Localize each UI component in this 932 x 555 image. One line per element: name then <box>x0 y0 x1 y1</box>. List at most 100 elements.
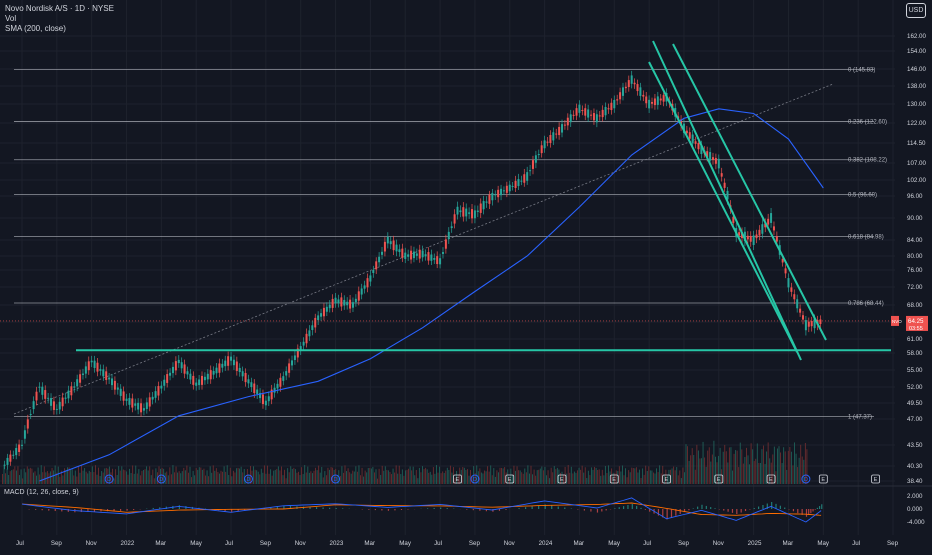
candle-body <box>140 403 142 412</box>
volume-bar <box>541 467 542 484</box>
candle-body <box>4 465 6 466</box>
macd-axis-tick: 0.000 <box>907 506 923 513</box>
macd-histogram-bar <box>505 509 506 510</box>
volume-bar <box>22 478 23 484</box>
volume-bar <box>219 474 220 484</box>
volume-bar <box>428 473 429 484</box>
candle-body <box>645 97 647 104</box>
sma-label[interactable]: SMA (200, close) <box>5 24 114 34</box>
volume-bar <box>138 469 139 484</box>
price-axis-tick: 138.00 <box>907 83 926 90</box>
candle-body <box>24 430 26 438</box>
macd-label[interactable]: MACD (12, 26, close, 9) <box>4 489 79 496</box>
volume-bar <box>24 469 25 484</box>
candle-body <box>326 307 328 312</box>
candle-body <box>602 110 604 117</box>
volume-bar <box>120 471 121 484</box>
volume-bar <box>492 475 493 484</box>
earnings-marker-label: E <box>456 477 460 483</box>
candle-body <box>570 114 572 122</box>
volume-bar <box>737 451 738 484</box>
candle-body <box>276 384 278 389</box>
candle-body <box>317 315 319 320</box>
volume-bar <box>128 475 129 484</box>
macd-histogram-bar <box>693 508 694 509</box>
candle-body <box>712 157 714 160</box>
volume-bar <box>343 473 344 484</box>
volume-bar <box>31 469 32 484</box>
volume-bar <box>628 470 629 484</box>
volume-label[interactable]: Vol <box>5 14 114 24</box>
volume-bar <box>121 466 122 484</box>
channel-line-inner-left[interactable] <box>649 62 797 352</box>
candle-body <box>343 300 345 306</box>
candle-body <box>396 245 398 252</box>
macd-histogram-bar <box>525 507 526 509</box>
volume-bar <box>301 467 302 484</box>
candle-body <box>819 319 821 324</box>
candle-body <box>346 302 348 305</box>
candle-body <box>53 401 55 410</box>
volume-bar <box>30 468 31 484</box>
volume-bar <box>191 477 192 484</box>
volume-bar <box>752 449 753 484</box>
candle-body <box>651 102 653 104</box>
volume-bar <box>42 472 43 484</box>
volume-bar <box>391 474 392 484</box>
candle-body <box>204 377 206 380</box>
fib-level-label: 0.5 (96.60) <box>848 192 877 198</box>
volume-bar <box>444 473 445 484</box>
channel-line-outer-left[interactable] <box>653 41 801 360</box>
volume-bar <box>363 477 364 484</box>
volume-bar <box>76 476 77 484</box>
candle-body <box>186 371 188 374</box>
time-axis-tick: Mar <box>573 540 584 547</box>
channel-line-right[interactable] <box>673 44 826 340</box>
volume-bar <box>800 445 801 484</box>
volume-bar <box>354 472 355 484</box>
volume-bar <box>369 468 370 484</box>
price-axis-tick: 40.30 <box>907 463 923 470</box>
time-axis-tick: May <box>399 540 412 547</box>
candle-body <box>576 108 578 116</box>
volume-bar <box>729 447 730 484</box>
volume-bar <box>238 468 239 484</box>
fib-level-label: 0.786 (68.44) <box>848 301 884 307</box>
volume-bar <box>690 455 691 484</box>
fib-level-label: 0 (145.83) <box>848 67 875 73</box>
volume-bar <box>123 470 124 484</box>
macd-histogram-bar <box>701 505 702 509</box>
volume-bar <box>25 472 26 484</box>
price-axis-tick: 122.00 <box>907 120 926 127</box>
volume-bar <box>543 470 544 484</box>
candle-body <box>198 379 200 385</box>
macd-histogram-bar <box>680 509 681 514</box>
candle-body <box>9 455 11 462</box>
candle-body <box>27 419 29 428</box>
candle-body <box>796 299 798 308</box>
volume-bar <box>207 470 208 484</box>
volume-bar <box>744 457 745 484</box>
volume-bar <box>597 470 598 484</box>
volume-bar <box>87 473 88 484</box>
symbol-title[interactable]: Novo Nordisk A/S · 1D · NYSE <box>5 4 114 14</box>
candle-body <box>128 398 130 405</box>
currency-button[interactable]: USD <box>906 3 926 18</box>
volume-bar <box>273 471 274 484</box>
candle-body <box>512 186 514 187</box>
volume-bar <box>385 466 386 484</box>
volume-bar <box>487 466 488 484</box>
candle-body <box>239 368 241 372</box>
candle-body <box>236 362 238 371</box>
macd-histogram-bar <box>532 506 533 509</box>
candle-body <box>747 236 749 240</box>
price-axis-tick: 72.00 <box>907 284 923 291</box>
volume-bar <box>681 478 682 484</box>
candle-body <box>184 364 186 373</box>
volume-bar <box>582 466 583 484</box>
macd-histogram-bar <box>671 509 672 518</box>
candle-body <box>509 185 511 192</box>
volume-bar <box>549 478 550 484</box>
